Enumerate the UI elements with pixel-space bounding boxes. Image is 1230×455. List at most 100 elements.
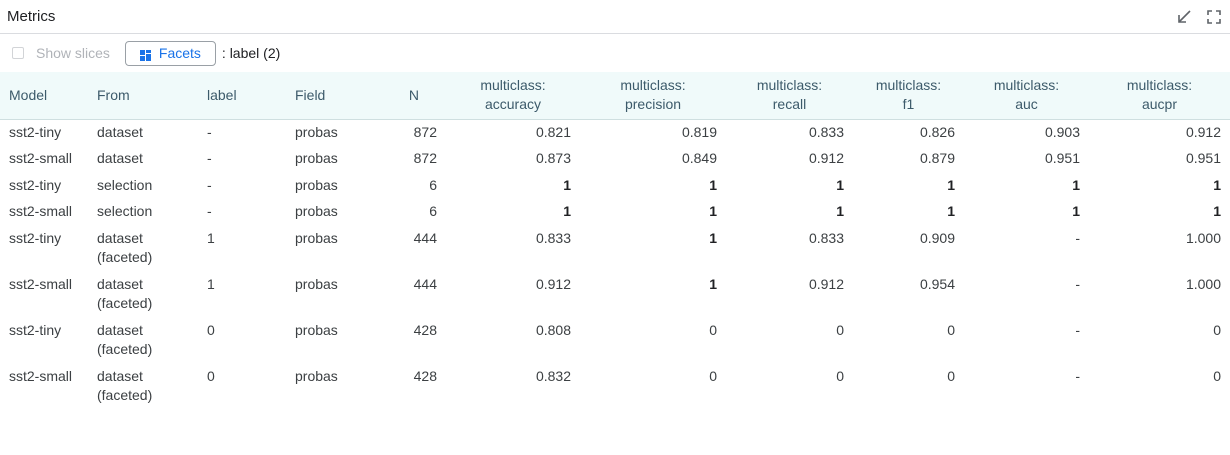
table-cell: 428 xyxy=(413,321,437,338)
table-cell: 0.833 xyxy=(808,229,844,246)
table-cell: dataset xyxy=(97,150,143,166)
table-cell: sst2-tiny xyxy=(9,229,62,246)
table-cell: sst2-small xyxy=(9,367,73,384)
table-cell: dataset (faceted) xyxy=(97,367,153,404)
table-cell: 0.912 xyxy=(808,150,844,166)
column-header[interactable]: multiclass: precision xyxy=(580,72,726,120)
table-cell: probas xyxy=(295,275,338,292)
table-cell: 444 xyxy=(413,229,437,246)
column-header[interactable]: N xyxy=(376,72,446,120)
table-cell: 0.912 xyxy=(535,275,571,292)
column-header[interactable]: multiclass: auc xyxy=(964,72,1089,120)
table-cell: 6 xyxy=(429,176,437,193)
table-cell: sst2-tiny xyxy=(9,123,62,140)
grid-icon xyxy=(139,48,151,61)
table-cell: 0.873 xyxy=(535,150,571,166)
table-cell: 0 xyxy=(709,321,717,338)
column-header[interactable]: multiclass: f1 xyxy=(853,72,964,120)
table-cell: 1 xyxy=(563,176,571,193)
table-cell: 0.954 xyxy=(919,275,955,292)
table-cell: 0.912 xyxy=(1185,123,1221,140)
table-cell: 0.951 xyxy=(1185,150,1221,166)
table-cell: - xyxy=(207,203,212,219)
table-row: sst2-small selection - probas 6 1 1 1 1 1 1 xyxy=(0,199,1230,226)
table-cell: 1 xyxy=(563,203,571,219)
table-row: sst2-tiny dataset - probas 872 0.821 0.819 0.83… xyxy=(0,119,1230,146)
table-row: sst2-small dataset (faceted) 0 probas 428 0.83… xyxy=(0,364,1230,410)
table-cell: 0 xyxy=(207,321,215,338)
table-cell: 0.849 xyxy=(681,150,717,166)
facets-button-label: Facets xyxy=(158,45,201,61)
column-header[interactable]: multiclass: accuracy xyxy=(446,72,580,120)
table-cell: 1 xyxy=(947,176,955,193)
column-header[interactable]: From xyxy=(88,72,198,120)
table-cell: - xyxy=(1075,229,1080,246)
table-cell: sst2-small xyxy=(9,150,73,166)
column-header[interactable]: multiclass: recall xyxy=(726,72,853,120)
table-cell: - xyxy=(1075,321,1080,338)
table-cell: 1 xyxy=(947,203,955,219)
table-cell: - xyxy=(207,150,212,166)
table-cell: - xyxy=(207,176,212,193)
table-cell: 0 xyxy=(836,321,844,338)
table-cell: probas xyxy=(295,367,338,384)
table-row: sst2-tiny dataset (faceted) 1 probas 444 0.833… xyxy=(0,226,1230,272)
table-cell: 0 xyxy=(947,367,955,384)
table-cell: probas xyxy=(295,203,338,219)
table-cell: sst2-tiny xyxy=(9,176,62,193)
table-cell: 872 xyxy=(413,123,437,140)
column-header[interactable]: multiclass: aucpr xyxy=(1089,72,1230,120)
table-cell: 1.000 xyxy=(1185,275,1221,292)
table-cell: 1 xyxy=(836,203,844,219)
table-cell: sst2-small xyxy=(9,275,73,292)
table-cell: 1 xyxy=(207,229,215,246)
table-cell: 0.832 xyxy=(535,367,571,384)
table-cell: probas xyxy=(295,176,338,193)
table-cell: 0 xyxy=(709,367,717,384)
table-cell: 0 xyxy=(947,321,955,338)
table-cell: probas xyxy=(295,150,338,166)
table-cell: dataset (faceted) xyxy=(97,321,153,358)
table-cell: 1 xyxy=(709,229,717,246)
table-cell: dataset xyxy=(97,123,143,140)
table-cell: sst2-tiny xyxy=(9,321,62,338)
show-slices-toggle[interactable]: Show slices xyxy=(12,45,110,61)
metrics-toolbar: Show slices Facets : label (2) xyxy=(0,34,1230,72)
table-cell: 1 xyxy=(836,176,844,193)
table-cell: dataset (faceted) xyxy=(97,275,153,312)
table-cell: 0.819 xyxy=(681,123,717,140)
show-slices-label: Show slices xyxy=(36,45,110,61)
table-cell: 1 xyxy=(1213,176,1221,193)
table-cell: selection xyxy=(97,176,153,193)
column-header[interactable]: label xyxy=(198,72,286,120)
table-cell: 1 xyxy=(709,203,717,219)
table-cell: probas xyxy=(295,229,338,246)
fullscreen-icon[interactable] xyxy=(1206,9,1222,25)
table-cell: 0.808 xyxy=(535,321,571,338)
table-cell: 0 xyxy=(207,367,215,384)
minimize-arrow-icon[interactable] xyxy=(1176,9,1192,25)
table-row: sst2-small dataset (faceted) 1 probas 444 0.91… xyxy=(0,272,1230,318)
facets-button[interactable]: Facets xyxy=(124,40,216,66)
column-header[interactable]: Field xyxy=(286,72,376,120)
table-cell: 428 xyxy=(413,367,437,384)
table-cell: 6 xyxy=(429,203,437,219)
table-cell: 0 xyxy=(1213,321,1221,338)
table-cell: 0.833 xyxy=(535,229,571,246)
show-slices-checkbox[interactable] xyxy=(12,47,24,59)
table-cell: 444 xyxy=(413,275,437,292)
table-cell: 0.909 xyxy=(919,229,955,246)
table-cell: 0.912 xyxy=(808,275,844,292)
panel-title: Metrics xyxy=(7,8,56,25)
table-row: sst2-small dataset - probas 872 0.873 0.849 0.9… xyxy=(0,146,1230,173)
table-cell: 0.821 xyxy=(535,123,571,140)
table-cell: 0 xyxy=(1213,367,1221,384)
table-cell: 0.879 xyxy=(919,150,955,166)
table-cell: 1 xyxy=(1213,203,1221,219)
table-cell: 1 xyxy=(709,275,717,292)
panel-header: Metrics xyxy=(0,0,1230,34)
column-header[interactable]: Model xyxy=(0,72,88,120)
table-cell: 0.951 xyxy=(1044,150,1080,166)
table-cell: 1 xyxy=(709,176,717,193)
